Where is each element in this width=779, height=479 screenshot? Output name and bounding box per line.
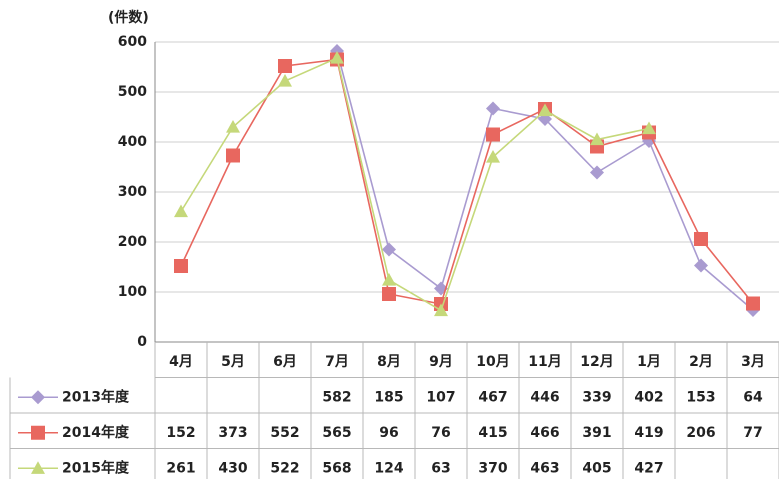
marker — [694, 232, 708, 246]
marker — [31, 461, 45, 474]
legend-label: 2013年度 — [62, 388, 130, 405]
series-line — [180, 56, 650, 312]
table-value: 405 — [582, 460, 611, 476]
x-tick-label: 3月 — [741, 354, 765, 370]
x-tick-label: 1月 — [637, 354, 661, 370]
table-value: 124 — [374, 460, 403, 476]
series-line — [336, 50, 754, 311]
marker — [31, 390, 45, 405]
table-value: 152 — [166, 425, 195, 441]
marker — [278, 74, 292, 87]
y-tick-label: 200 — [118, 234, 147, 250]
x-tick-label: 7月 — [325, 354, 349, 370]
legend-label: 2015年度 — [62, 459, 130, 476]
marker — [382, 287, 396, 301]
x-tick-label: 5月 — [221, 354, 245, 370]
table-value: 402 — [634, 389, 663, 405]
table-value: 419 — [634, 425, 663, 441]
marker — [538, 103, 552, 117]
y-axis-label: (件数) — [108, 9, 149, 26]
y-tick-label: 300 — [118, 184, 147, 200]
marker — [174, 259, 188, 273]
marker — [642, 121, 656, 135]
table-value: 552 — [270, 425, 299, 441]
table-value: 261 — [166, 460, 195, 476]
marker — [590, 165, 604, 180]
table-value: 206 — [686, 425, 715, 441]
x-tick-label: 8月 — [377, 354, 401, 370]
table-value: 64 — [743, 389, 763, 405]
marker — [486, 150, 500, 163]
y-tick-label: 600 — [118, 34, 147, 50]
marker — [226, 148, 240, 163]
marker — [590, 132, 604, 146]
marker — [382, 242, 396, 257]
table-value: 427 — [634, 460, 663, 476]
table-value: 568 — [322, 460, 351, 476]
marker — [694, 258, 708, 273]
y-tick-label: 0 — [137, 334, 147, 350]
y-tick-label: 500 — [118, 84, 147, 100]
table-value: 415 — [478, 425, 507, 441]
marker — [278, 59, 292, 73]
marker — [434, 303, 448, 317]
table-value: 373 — [218, 425, 247, 441]
y-tick-label: 100 — [118, 284, 147, 300]
marker — [486, 127, 500, 142]
table-value: 467 — [478, 389, 507, 405]
x-tick-label: 4月 — [169, 354, 193, 370]
table-value: 96 — [379, 425, 398, 441]
table-value: 107 — [426, 389, 455, 405]
table-value: 582 — [322, 389, 351, 405]
marker — [174, 204, 188, 218]
x-tick-label: 2月 — [689, 354, 713, 370]
table-value: 63 — [431, 460, 450, 476]
table-value: 153 — [686, 389, 715, 405]
table-value: 463 — [530, 460, 559, 476]
table-value: 466 — [530, 425, 559, 441]
marker — [746, 296, 760, 311]
table-value: 76 — [431, 425, 450, 441]
x-tick-label: 10月 — [476, 354, 509, 370]
table-value: 522 — [270, 460, 299, 476]
table-value: 391 — [582, 425, 611, 441]
table-value: 370 — [478, 460, 507, 476]
x-tick-label: 12月 — [580, 354, 613, 370]
table-value: 339 — [582, 389, 611, 405]
marker — [31, 425, 45, 440]
y-tick-label: 400 — [118, 134, 147, 150]
table-value: 565 — [322, 425, 351, 441]
marker — [382, 273, 396, 286]
marker — [330, 51, 344, 64]
table-value: 185 — [374, 389, 403, 405]
table-value: 430 — [218, 460, 247, 476]
marker — [226, 120, 240, 133]
x-tick-label: 11月 — [528, 354, 561, 370]
table-value: 77 — [743, 425, 762, 441]
x-tick-label: 6月 — [273, 354, 297, 370]
series-line — [180, 58, 754, 305]
marker — [486, 101, 500, 116]
table-value: 446 — [530, 389, 559, 405]
x-tick-label: 9月 — [429, 354, 453, 370]
legend-label: 2014年度 — [62, 424, 130, 441]
